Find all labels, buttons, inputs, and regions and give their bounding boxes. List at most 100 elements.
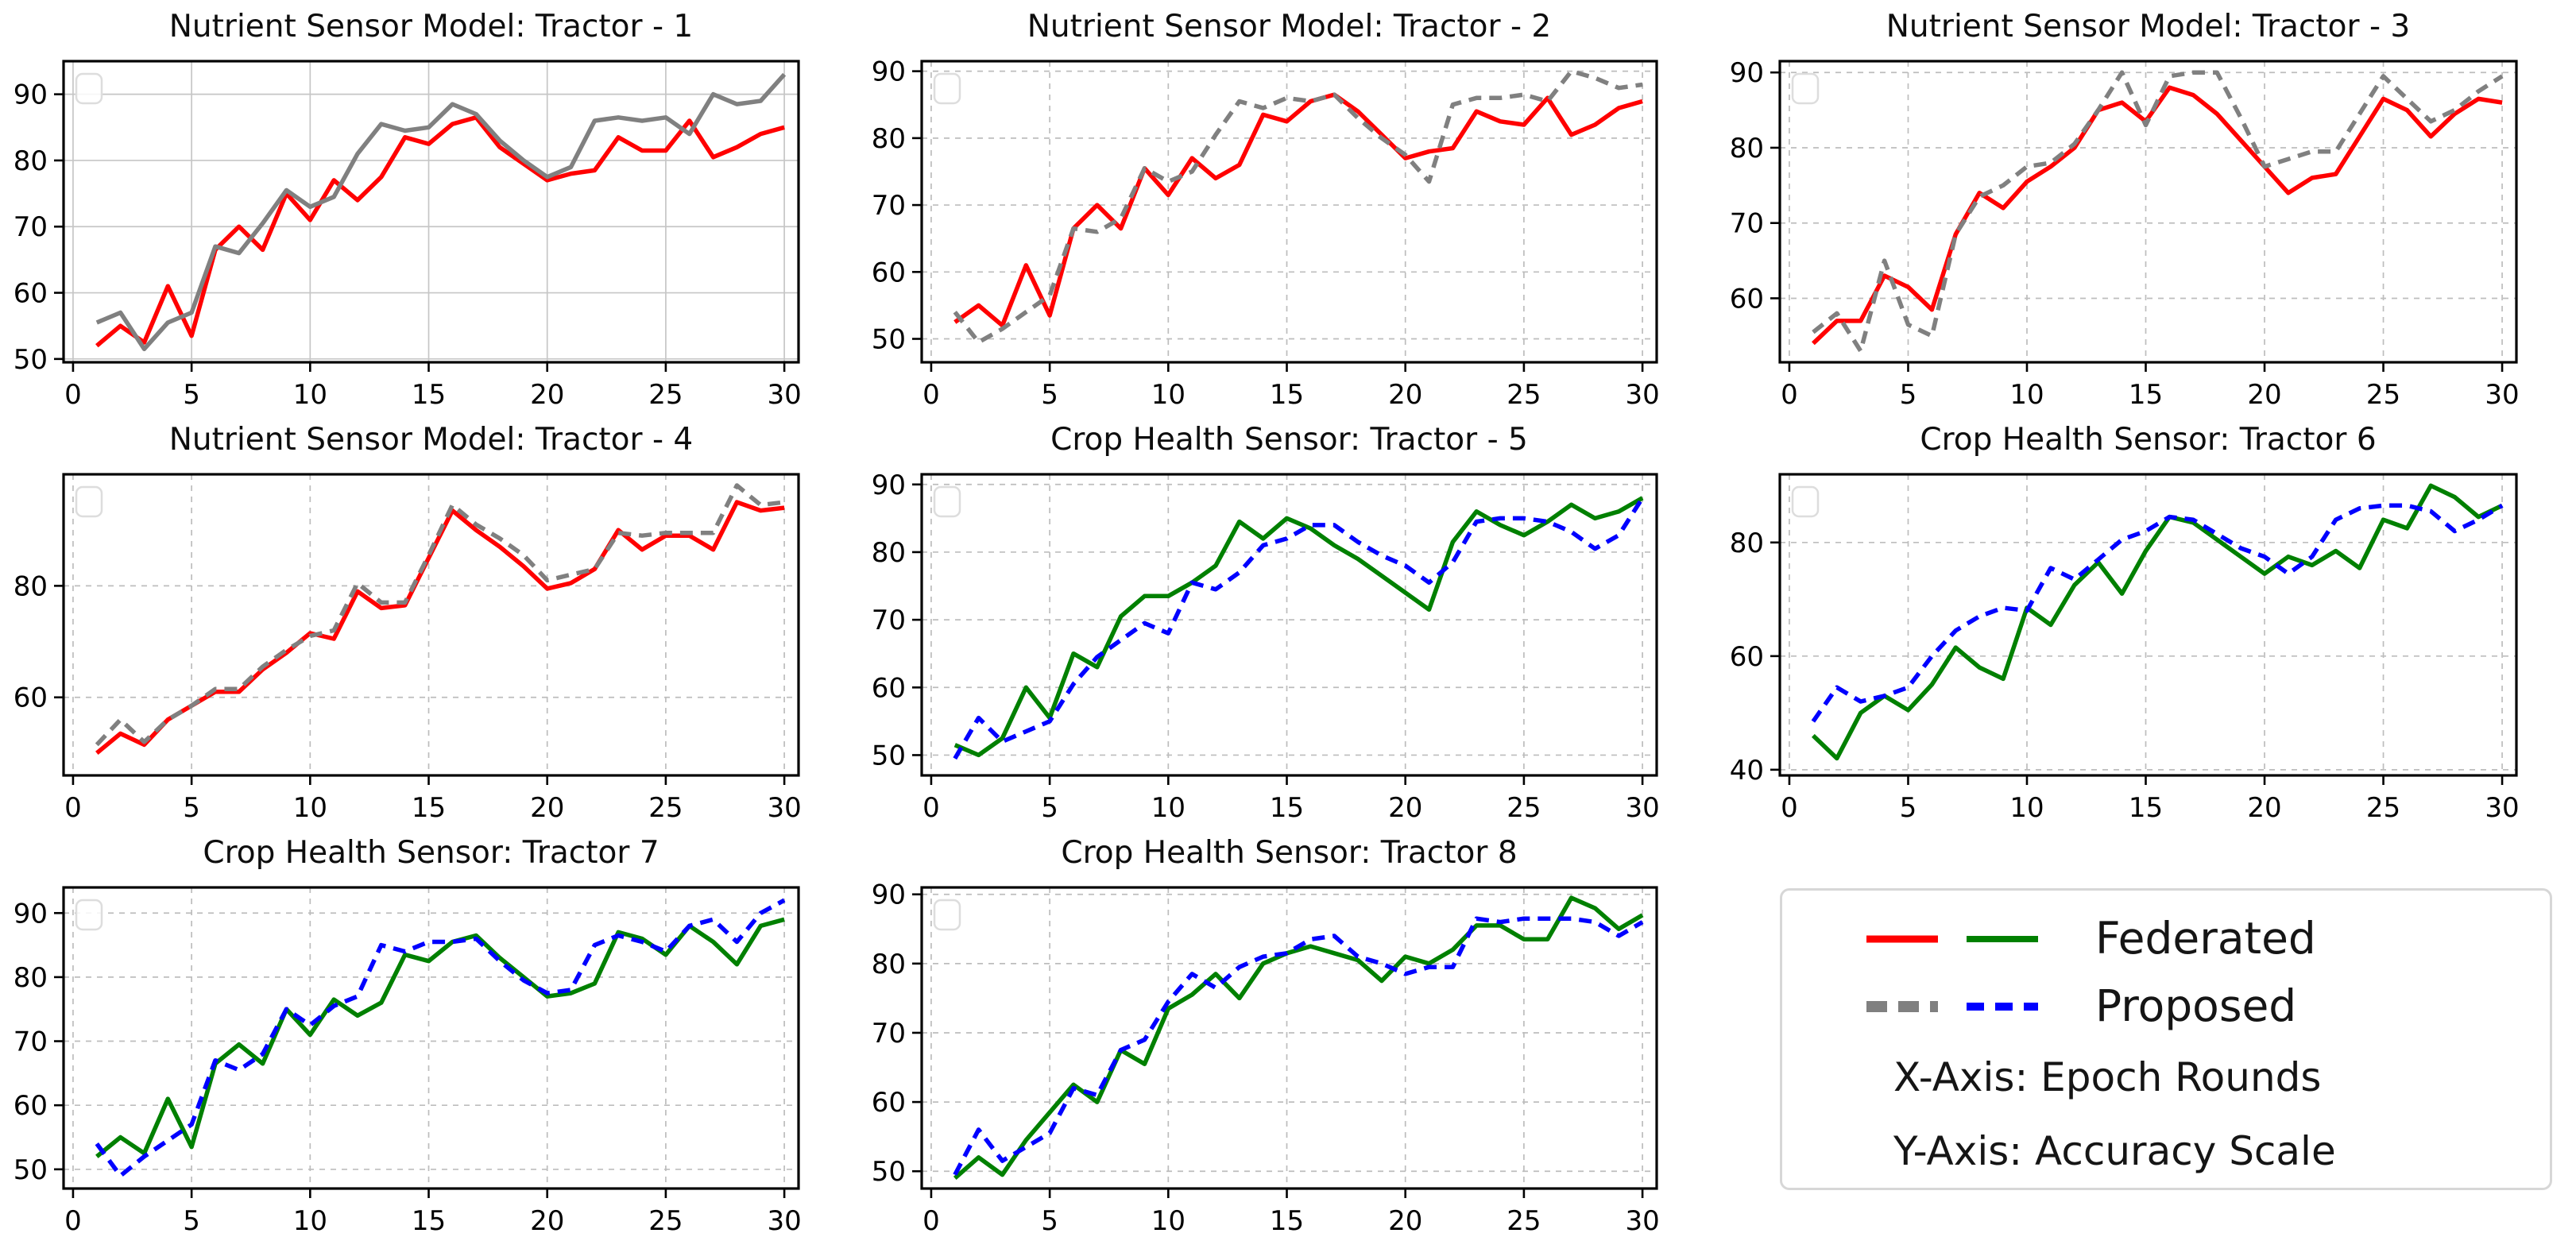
federated-line [1811, 483, 2504, 761]
y-tick-label: 50 [872, 740, 906, 771]
y-tick-label: 80 [14, 962, 48, 994]
x-tick-label: 30 [1625, 379, 1659, 411]
x-tick-label: 10 [293, 792, 327, 824]
y-tick-label: 80 [14, 145, 48, 177]
y-tick-label: 80 [14, 570, 48, 602]
chart-title: Nutrient Sensor Model: Tractor - 2 [1027, 9, 1552, 44]
legend-note-xaxis: X-Axis: Epoch Rounds [1893, 1053, 2322, 1100]
x-tick-label: 20 [1388, 1205, 1422, 1237]
x-tick-label: 10 [2009, 379, 2044, 411]
y-tick-label: 70 [14, 211, 48, 243]
x-tick-label: 0 [64, 792, 82, 824]
y-tick-label: 90 [872, 56, 906, 88]
y-tick-label: 60 [1730, 283, 1764, 315]
x-tick-label: 0 [64, 1205, 82, 1237]
y-tick-label: 60 [872, 257, 906, 288]
x-tick-label: 15 [2129, 379, 2163, 411]
proposed-line [95, 898, 786, 1178]
x-tick-label: 0 [922, 379, 940, 411]
proposed-line [95, 483, 785, 747]
axes-spines [1778, 60, 2518, 364]
chart-title: Crop Health Sensor: Tractor 8 [1061, 835, 1517, 871]
y-tick-label: 70 [872, 605, 906, 636]
empty-legend-box [1791, 485, 1820, 518]
subplot-nutrient-tractor-2: 0 5 10 15 20 25 30 50 60 70 80 90 Nutrient Sensor Mo… [858, 0, 1716, 413]
axes-spines [920, 60, 1658, 364]
x-tick-label: 30 [767, 792, 801, 824]
y-tick-label: 90 [14, 898, 48, 930]
x-tick-label: 30 [2485, 379, 2519, 411]
axes-spines [62, 60, 800, 364]
federated-line [953, 92, 1643, 328]
legend-note-yaxis: Y-Axis: Accuracy Scale [1893, 1127, 2336, 1174]
chart-title: Nutrient Sensor Model: Tractor - 4 [169, 422, 694, 458]
x-tick-label: 0 [1781, 792, 1798, 824]
y-tick-label: 80 [1730, 133, 1764, 164]
chart-title: Nutrient Sensor Model: Tractor - 3 [1886, 9, 2411, 44]
x-tick-label: 10 [1151, 792, 1186, 824]
figure-legend: Federated Proposed X-Axis: Epoch Rounds … [1716, 826, 2576, 1237]
chart-title: Nutrient Sensor Model: Tractor - 1 [169, 9, 694, 44]
x-tick-label: 30 [2485, 792, 2519, 824]
chart-nutrient-tractor-4: 0 5 10 15 20 25 30 60 80 Nutrient Sensor Model: T… [0, 413, 858, 826]
y-tick-label: 70 [872, 190, 906, 222]
subplot-crop-tractor-6: 0 5 10 15 20 25 30 40 60 80 Crop Health Sensor: Tr… [1716, 413, 2576, 826]
x-tick-label: 10 [1151, 379, 1186, 411]
federated-line-samples [1866, 935, 2038, 943]
x-tick-label: 5 [183, 792, 200, 824]
federated-line [953, 895, 1644, 1180]
x-tick-label: 10 [293, 1205, 327, 1237]
x-tick-label: 5 [1041, 1205, 1058, 1237]
axes-spines [62, 886, 800, 1190]
x-tick-label: 25 [648, 379, 683, 411]
y-tick-label: 60 [872, 1087, 906, 1119]
subplot-crop-tractor-5: 0 5 10 15 20 25 30 50 60 70 80 90 Crop Health Sensor… [858, 413, 1716, 826]
x-tick-label: 25 [1507, 792, 1541, 824]
y-tick-label: 70 [14, 1026, 48, 1058]
chart-nutrient-tractor-3: 0 5 10 15 20 25 30 60 70 80 90 Nutrient Sensor Mode… [1716, 0, 2576, 413]
x-tick-label: 30 [1625, 1205, 1659, 1237]
y-tick-label: 50 [872, 1156, 906, 1188]
empty-legend-box [75, 72, 103, 105]
subplot-crop-tractor-8: 0 5 10 15 20 25 30 50 60 70 80 90 Crop Health Sensor… [858, 826, 1716, 1237]
proposed-line [953, 497, 1645, 760]
chart-crop-tractor-5: 0 5 10 15 20 25 30 50 60 70 80 90 Crop Health Sensor… [858, 413, 1716, 826]
chart-title: Crop Health Sensor: Tractor - 5 [1050, 422, 1528, 458]
x-tick-label: 20 [2247, 379, 2281, 411]
x-tick-label: 5 [183, 379, 200, 411]
chart-crop-tractor-7: 0 5 10 15 20 25 30 50 60 70 80 90 Crop Health Sensor… [0, 826, 858, 1237]
subplot-nutrient-tractor-3: 0 5 10 15 20 25 30 60 70 80 90 Nutrient Sensor Mode… [1716, 0, 2576, 413]
empty-legend-box [75, 485, 103, 518]
y-tick-label: 60 [14, 682, 48, 714]
x-tick-label: 20 [530, 379, 564, 411]
x-tick-label: 10 [293, 379, 327, 411]
x-tick-label: 0 [1781, 379, 1798, 411]
y-tick-label: 60 [872, 672, 906, 704]
axes-spines [1778, 473, 2518, 777]
y-tick-label: 50 [14, 1154, 48, 1186]
x-tick-label: 10 [2009, 792, 2044, 824]
x-tick-label: 0 [922, 1205, 940, 1237]
x-tick-label: 25 [648, 1205, 683, 1237]
y-tick-label: 80 [872, 949, 906, 980]
y-tick-label: 90 [872, 879, 906, 911]
y-tick-label: 60 [14, 1090, 48, 1122]
x-tick-label: 20 [530, 792, 564, 824]
x-tick-label: 15 [1270, 379, 1304, 411]
x-tick-label: 15 [412, 379, 446, 411]
x-tick-label: 20 [1388, 792, 1422, 824]
empty-legend-box [1791, 72, 1820, 105]
x-tick-label: 25 [648, 792, 683, 824]
x-tick-label: 5 [1041, 379, 1058, 411]
x-tick-label: 0 [64, 379, 82, 411]
legend-row-proposed: Proposed [1782, 972, 2550, 1040]
y-tick-label: 80 [1730, 528, 1764, 559]
x-tick-label: 30 [1625, 792, 1659, 824]
x-tick-label: 30 [767, 1205, 801, 1237]
legend-label-federated: Federated [2095, 913, 2316, 964]
subplot-nutrient-tractor-4: 0 5 10 15 20 25 30 60 80 Nutrient Sensor Model: T… [0, 413, 858, 826]
x-tick-label: 15 [2129, 792, 2163, 824]
axes-spines [920, 886, 1658, 1190]
x-tick-label: 5 [1041, 792, 1058, 824]
